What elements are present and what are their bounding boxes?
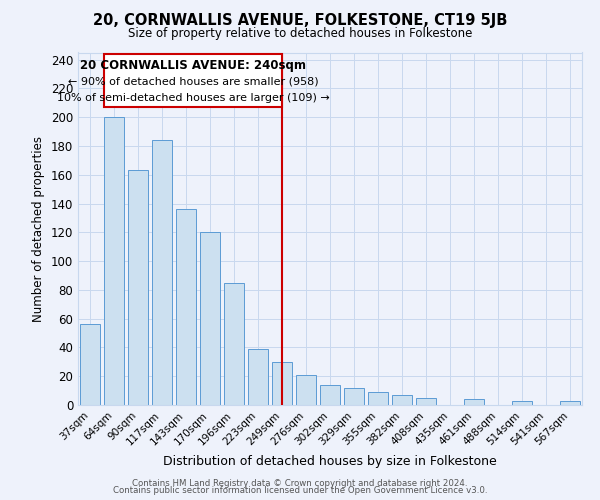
Bar — [248, 349, 268, 405]
Bar — [392, 395, 412, 405]
Bar — [560, 400, 580, 405]
Bar — [368, 392, 388, 405]
Bar — [200, 232, 220, 405]
Text: ← 90% of detached houses are smaller (958): ← 90% of detached houses are smaller (95… — [68, 76, 318, 86]
Bar — [320, 385, 340, 405]
X-axis label: Distribution of detached houses by size in Folkestone: Distribution of detached houses by size … — [163, 455, 497, 468]
Bar — [272, 362, 292, 405]
Bar — [464, 399, 484, 405]
Bar — [128, 170, 148, 405]
Text: Contains HM Land Registry data © Crown copyright and database right 2024.: Contains HM Land Registry data © Crown c… — [132, 478, 468, 488]
Bar — [80, 324, 100, 405]
Text: 20 CORNWALLIS AVENUE: 240sqm: 20 CORNWALLIS AVENUE: 240sqm — [80, 59, 306, 72]
Bar — [152, 140, 172, 405]
Text: Size of property relative to detached houses in Folkestone: Size of property relative to detached ho… — [128, 28, 472, 40]
FancyBboxPatch shape — [104, 54, 282, 107]
Text: 20, CORNWALLIS AVENUE, FOLKESTONE, CT19 5JB: 20, CORNWALLIS AVENUE, FOLKESTONE, CT19 … — [93, 12, 507, 28]
Text: 10% of semi-detached houses are larger (109) →: 10% of semi-detached houses are larger (… — [56, 92, 329, 102]
Bar — [296, 375, 316, 405]
Bar — [512, 400, 532, 405]
Text: Contains public sector information licensed under the Open Government Licence v3: Contains public sector information licen… — [113, 486, 487, 495]
Bar — [104, 117, 124, 405]
Bar — [416, 398, 436, 405]
Bar — [344, 388, 364, 405]
Bar — [224, 282, 244, 405]
Bar — [176, 210, 196, 405]
Y-axis label: Number of detached properties: Number of detached properties — [32, 136, 45, 322]
